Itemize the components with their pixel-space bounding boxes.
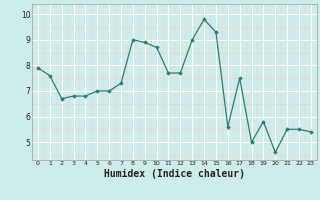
- X-axis label: Humidex (Indice chaleur): Humidex (Indice chaleur): [104, 169, 245, 179]
